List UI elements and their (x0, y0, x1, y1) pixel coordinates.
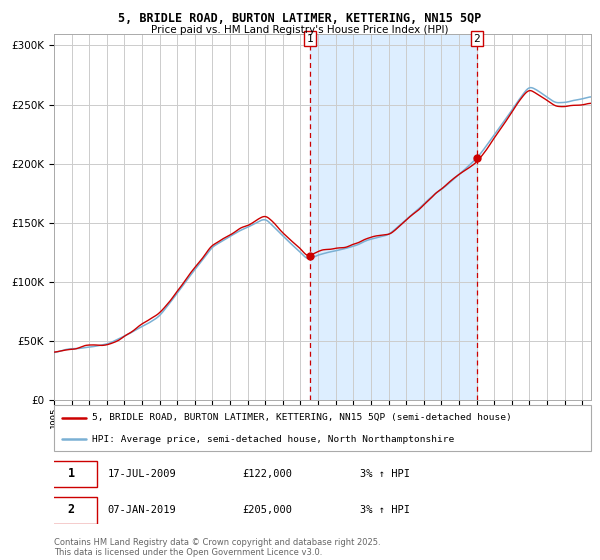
Bar (310, 34, 477, 400)
Text: 1: 1 (307, 34, 313, 44)
Text: HPI: Average price, semi-detached house, North Northamptonshire: HPI: Average price, semi-detached house,… (92, 435, 454, 444)
Text: 3% ↑ HPI: 3% ↑ HPI (360, 505, 410, 515)
Text: £205,000: £205,000 (242, 505, 292, 515)
Text: 1: 1 (68, 467, 75, 480)
Text: Contains HM Land Registry data © Crown copyright and database right 2025.
This d: Contains HM Land Registry data © Crown c… (54, 538, 380, 557)
Text: 07-JAN-2019: 07-JAN-2019 (108, 505, 176, 515)
Text: 2: 2 (473, 34, 480, 44)
Text: 17-JUL-2009: 17-JUL-2009 (108, 469, 176, 479)
FancyBboxPatch shape (46, 461, 97, 487)
FancyBboxPatch shape (46, 497, 97, 524)
Text: Price paid vs. HM Land Registry's House Price Index (HPI): Price paid vs. HM Land Registry's House … (151, 25, 449, 35)
Text: 3% ↑ HPI: 3% ↑ HPI (360, 469, 410, 479)
Text: 2: 2 (68, 503, 75, 516)
FancyBboxPatch shape (54, 405, 591, 451)
Text: 5, BRIDLE ROAD, BURTON LATIMER, KETTERING, NN15 5QP (semi-detached house): 5, BRIDLE ROAD, BURTON LATIMER, KETTERIN… (92, 413, 511, 422)
Text: £122,000: £122,000 (242, 469, 292, 479)
Text: 5, BRIDLE ROAD, BURTON LATIMER, KETTERING, NN15 5QP: 5, BRIDLE ROAD, BURTON LATIMER, KETTERIN… (118, 12, 482, 25)
